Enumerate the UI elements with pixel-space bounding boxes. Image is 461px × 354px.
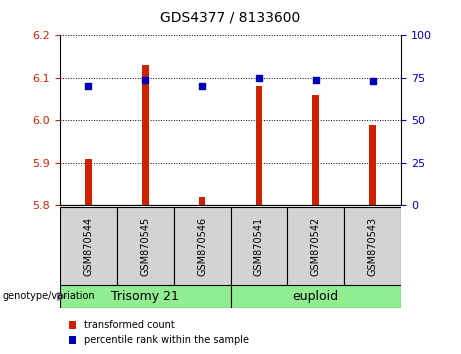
Bar	[60, 207, 117, 285]
Bar	[174, 207, 230, 285]
Bar	[117, 207, 174, 285]
Bar	[287, 207, 344, 285]
Bar	[369, 125, 376, 205]
Point	[198, 84, 206, 89]
Bar	[199, 197, 206, 205]
Bar	[142, 65, 148, 205]
Point	[85, 84, 92, 89]
Text: GSM870542: GSM870542	[311, 216, 321, 276]
Text: GSM870546: GSM870546	[197, 216, 207, 276]
Bar	[230, 285, 401, 308]
Point	[255, 75, 263, 81]
Bar	[230, 207, 287, 285]
Text: GSM870544: GSM870544	[83, 216, 94, 276]
Point	[369, 79, 376, 84]
Bar	[85, 159, 92, 205]
Polygon shape	[58, 293, 66, 300]
Text: GSM870543: GSM870543	[367, 216, 378, 276]
Text: GDS4377 / 8133600: GDS4377 / 8133600	[160, 11, 301, 25]
Legend: transformed count, percentile rank within the sample: transformed count, percentile rank withi…	[65, 316, 253, 349]
Text: Trisomy 21: Trisomy 21	[111, 290, 179, 303]
Bar	[344, 207, 401, 285]
Text: GSM870545: GSM870545	[140, 216, 150, 276]
Bar	[255, 86, 262, 205]
Text: GSM870541: GSM870541	[254, 216, 264, 276]
Text: genotype/variation: genotype/variation	[2, 291, 95, 302]
Point	[142, 77, 149, 82]
Bar	[60, 285, 230, 308]
Point	[312, 77, 319, 82]
Bar	[313, 95, 319, 205]
Text: euploid: euploid	[293, 290, 339, 303]
